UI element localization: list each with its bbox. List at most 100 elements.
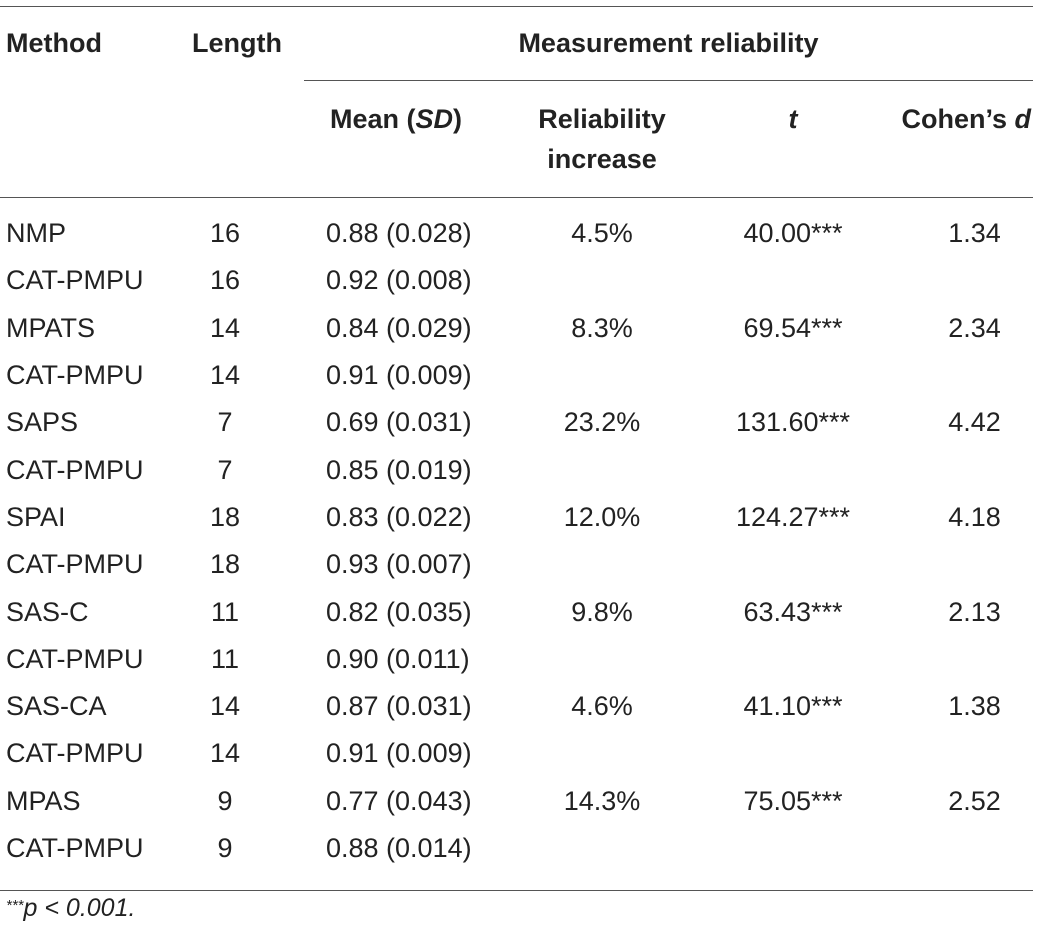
cell-method: MPATS <box>6 312 96 343</box>
cell-t: 41.10*** <box>743 691 843 722</box>
cell-t <box>690 541 896 588</box>
cell-mean-sd: 0.88 (0.014) <box>326 833 472 863</box>
cell-mean-sd: 0.88 (0.028) <box>326 218 472 249</box>
cell-mean-sd: 0.91 (0.009) <box>326 738 472 769</box>
cell-length: 16 <box>209 265 241 296</box>
cell-t: 131.60*** <box>735 407 851 438</box>
cell-cohens-d: 1.38 <box>948 691 1001 722</box>
cell-length: 14 <box>209 691 241 722</box>
cell-method: SAPS <box>6 407 79 438</box>
cell-cohens-d: 4.18 <box>948 501 1001 532</box>
header-length: Length <box>180 6 304 198</box>
cell-cohens-d: 4.42 <box>948 407 1001 438</box>
cell-cohens-d <box>896 352 1033 399</box>
cell-mean-sd: 0.77 (0.043) <box>326 785 472 816</box>
cell-t <box>690 730 896 777</box>
table-row: CAT-PMPU 14 0.91 (0.009) <box>0 352 1033 399</box>
cell-reliability-increase <box>514 541 690 588</box>
cell-method: MPAS <box>6 785 81 816</box>
cell-reliability-increase <box>514 730 690 777</box>
cell-t <box>690 636 896 683</box>
table-row: CAT-PMPU 14 0.91 (0.009) <box>0 730 1033 777</box>
cell-reliability-increase: 12.0% <box>563 501 641 532</box>
table-row: NMP 16 0.88 (0.028) 4.5% 40.00*** 1.34 <box>0 198 1033 258</box>
cell-method: CAT-PMPU <box>6 833 144 863</box>
cell-reliability-increase <box>514 257 690 304</box>
cell-method: CAT-PMPU <box>6 454 144 485</box>
cell-method: SAS-CA <box>6 691 107 722</box>
cell-t <box>690 352 896 399</box>
cell-length: 7 <box>217 454 233 485</box>
cell-cohens-d: 2.52 <box>948 785 1001 816</box>
table-body: NMP 16 0.88 (0.028) 4.5% 40.00*** 1.34 CAT-PMP… <box>0 198 1033 891</box>
cell-reliability-increase: 9.8% <box>571 596 633 627</box>
cell-t <box>690 446 896 493</box>
cell-reliability-increase <box>514 352 690 399</box>
table-header: Method Length Measurement reliability Me… <box>0 6 1033 198</box>
cell-mean-sd: 0.90 (0.011) <box>326 643 470 674</box>
cell-t <box>690 257 896 304</box>
table-row: CAT-PMPU 18 0.93 (0.007) <box>0 541 1033 588</box>
header-t: t <box>788 104 798 134</box>
cell-reliability-increase: 4.5% <box>571 218 633 249</box>
cell-method: SPAI <box>6 501 66 532</box>
cell-method: CAT-PMPU <box>6 549 144 580</box>
cell-length: 11 <box>210 596 240 627</box>
table-row: CAT-PMPU 16 0.92 (0.008) <box>0 257 1033 304</box>
cell-t: 75.05*** <box>743 785 843 816</box>
table-row: CAT-PMPU 7 0.85 (0.019) <box>0 446 1033 493</box>
table-row: SPAI 18 0.83 (0.022) 12.0% 124.27*** 4.18 <box>0 494 1033 541</box>
cell-length: 18 <box>209 501 241 532</box>
header-mean-sd: Mean (SD) <box>330 104 463 134</box>
cell-length: 18 <box>209 549 241 580</box>
cell-reliability-increase <box>514 825 690 891</box>
cell-cohens-d: 2.13 <box>948 596 1001 627</box>
reliability-table: Method Length Measurement reliability Me… <box>0 6 1033 891</box>
cell-cohens-d <box>896 541 1033 588</box>
cell-cohens-d <box>896 825 1033 891</box>
cell-cohens-d <box>896 730 1033 777</box>
cell-mean-sd: 0.69 (0.031) <box>326 407 472 438</box>
cell-method: CAT-PMPU <box>6 643 144 674</box>
header-reliability-increase: Reliability increase <box>538 104 666 174</box>
cell-length: 14 <box>209 360 241 391</box>
cell-mean-sd: 0.82 (0.035) <box>326 596 472 627</box>
table-row: SAS-C 11 0.82 (0.035) 9.8% 63.43*** 2.13 <box>0 588 1033 635</box>
cell-reliability-increase: 4.6% <box>571 691 633 722</box>
cell-method: SAS-C <box>6 596 89 627</box>
table-row: CAT-PMPU 11 0.90 (0.011) <box>0 636 1033 683</box>
footnote: ***p < 0.001. <box>6 894 136 922</box>
cell-method: CAT-PMPU <box>6 265 144 296</box>
cell-t: 69.54*** <box>743 312 843 343</box>
cell-mean-sd: 0.91 (0.009) <box>326 360 472 391</box>
table-row: MPATS 14 0.84 (0.029) 8.3% 69.54*** 2.34 <box>0 305 1033 352</box>
cell-mean-sd: 0.93 (0.007) <box>326 549 472 580</box>
cell-reliability-increase: 8.3% <box>571 312 633 343</box>
header-method: Method <box>0 6 180 198</box>
cell-length: 14 <box>209 312 241 343</box>
cell-cohens-d: 1.34 <box>948 218 1001 249</box>
header-measurement-reliability: Measurement reliability <box>304 6 1033 81</box>
cell-mean-sd: 0.92 (0.008) <box>326 265 472 296</box>
cell-cohens-d <box>896 257 1033 304</box>
cell-length: 11 <box>210 643 240 674</box>
cell-t: 124.27*** <box>735 501 851 532</box>
cell-length: 14 <box>209 738 241 769</box>
cell-mean-sd: 0.87 (0.031) <box>326 691 472 722</box>
cell-cohens-d: 2.34 <box>948 312 1001 343</box>
cell-method: CAT-PMPU <box>6 360 144 391</box>
table-row: SAPS 7 0.69 (0.031) 23.2% 131.60*** 4.42 <box>0 399 1033 446</box>
cell-length: 7 <box>217 407 233 438</box>
cell-reliability-increase <box>514 636 690 683</box>
cell-t: 40.00*** <box>743 218 843 249</box>
cell-reliability-increase <box>514 446 690 493</box>
cell-mean-sd: 0.83 (0.022) <box>326 501 472 532</box>
cell-t <box>690 825 896 891</box>
cell-method: NMP <box>6 218 66 249</box>
cell-length: 9 <box>217 785 233 816</box>
cell-length: 9 <box>217 833 233 863</box>
cell-cohens-d <box>896 636 1033 683</box>
header-cohens-d: Cohen’s d <box>901 104 1031 134</box>
table-row: SAS-CA 14 0.87 (0.031) 4.6% 41.10*** 1.38 <box>0 683 1033 730</box>
